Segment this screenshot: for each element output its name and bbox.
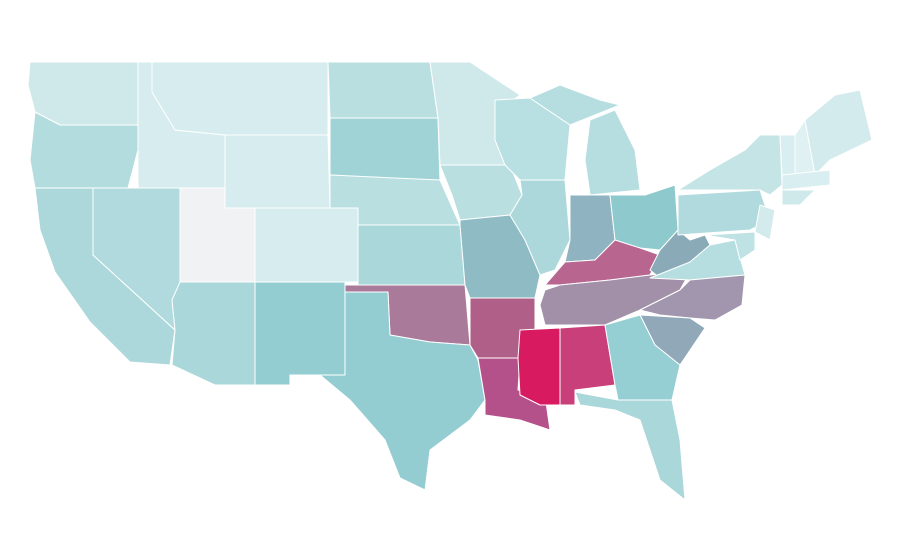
region xyxy=(609,184,679,251)
region xyxy=(529,84,621,126)
region xyxy=(574,391,686,501)
region xyxy=(704,231,756,261)
region xyxy=(604,314,681,401)
region xyxy=(327,61,439,119)
region xyxy=(27,61,139,126)
region xyxy=(781,169,831,191)
region xyxy=(357,224,466,286)
region xyxy=(509,179,571,276)
region xyxy=(289,291,486,491)
region xyxy=(254,281,346,386)
region xyxy=(584,109,641,196)
region xyxy=(224,134,331,209)
region xyxy=(29,111,139,189)
region xyxy=(754,204,776,241)
region xyxy=(779,134,796,176)
region xyxy=(171,281,256,386)
region xyxy=(329,117,441,183)
region xyxy=(781,189,816,206)
region xyxy=(517,327,561,406)
region xyxy=(151,61,329,136)
region xyxy=(639,274,746,321)
region xyxy=(254,207,359,283)
